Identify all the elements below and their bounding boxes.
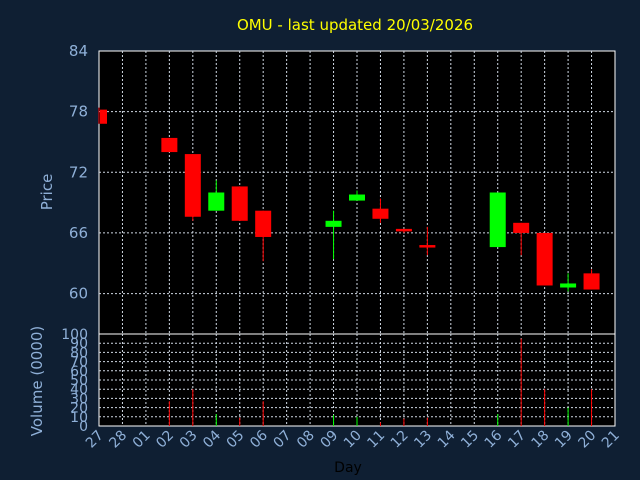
x-tick-label: 11 bbox=[364, 428, 388, 452]
x-tick-label: 15 bbox=[458, 428, 482, 452]
x-tick-label: 07 bbox=[271, 428, 295, 452]
candle-body bbox=[161, 137, 178, 153]
x-tick-label: 16 bbox=[482, 427, 506, 451]
volume-tick-label: 10 bbox=[70, 410, 88, 426]
candle-body bbox=[231, 186, 248, 221]
candle-body bbox=[372, 208, 389, 219]
x-tick-label: 14 bbox=[435, 427, 459, 451]
x-axis-label: Day bbox=[334, 460, 362, 476]
volume-tick-label: 20 bbox=[70, 401, 88, 417]
volume-tick-label: 0 bbox=[79, 419, 88, 435]
volume-tick-label: 40 bbox=[70, 382, 88, 398]
x-tick-label: 12 bbox=[388, 428, 412, 452]
candle-body bbox=[184, 154, 201, 217]
candle-body bbox=[513, 222, 530, 233]
price-panel: 60 66 72 78 84 bbox=[69, 42, 616, 335]
volume-tick-label: 50 bbox=[70, 373, 88, 389]
price-tick-label: 60 bbox=[69, 285, 88, 303]
candle-body bbox=[419, 245, 436, 248]
volume-tick-label: 100 bbox=[61, 327, 88, 343]
x-tick-label: 05 bbox=[224, 428, 248, 452]
x-tick-label: 21 bbox=[599, 428, 623, 452]
price-tick-label: 84 bbox=[69, 42, 88, 60]
candle-body bbox=[100, 109, 107, 124]
price-axis-label: Price bbox=[38, 174, 56, 211]
x-tick-label: 01 bbox=[130, 428, 154, 452]
x-axis: 27 28 01 02 03 04 05 06 07 08 09 10 11 12 13 14 15 16 17 18… bbox=[83, 427, 623, 451]
x-tick-label: 13 bbox=[411, 428, 435, 452]
volume-tick-label: 30 bbox=[70, 391, 88, 407]
x-tick-label: 28 bbox=[106, 428, 130, 452]
x-tick-label: 02 bbox=[153, 428, 177, 452]
x-tick-label: 08 bbox=[294, 428, 318, 452]
volume-tick-label: 70 bbox=[70, 355, 88, 371]
candle-body bbox=[349, 194, 365, 201]
candle-body bbox=[325, 220, 342, 227]
candle-body bbox=[536, 232, 553, 286]
x-tick-label: 17 bbox=[505, 428, 529, 452]
x-tick-label: 19 bbox=[552, 428, 576, 452]
candle-body bbox=[208, 192, 225, 211]
x-tick-label: 20 bbox=[575, 428, 599, 452]
price-tick-label: 72 bbox=[69, 163, 88, 181]
x-tick-label: 04 bbox=[200, 427, 224, 451]
candle-body bbox=[560, 283, 577, 288]
x-tick-label: 18 bbox=[529, 428, 553, 452]
price-tick-label: 66 bbox=[69, 224, 88, 242]
volume-tick-label: 90 bbox=[70, 336, 88, 352]
chart-title: OMU - last updated 20/03/2026 bbox=[237, 16, 473, 34]
volume-tick-label: 80 bbox=[70, 345, 88, 361]
x-tick-label: 03 bbox=[177, 428, 201, 452]
candle-body bbox=[489, 192, 506, 248]
x-tick-label: 10 bbox=[341, 428, 365, 452]
volume-tick-label: 60 bbox=[70, 364, 88, 380]
candle-body bbox=[395, 228, 412, 232]
x-tick-label: 09 bbox=[317, 428, 341, 452]
volume-axis-label: Volume (0000) bbox=[28, 326, 46, 436]
candle-body bbox=[583, 273, 600, 290]
price-tick-label: 78 bbox=[69, 103, 88, 121]
candle-body bbox=[255, 210, 272, 237]
x-tick-label: 06 bbox=[247, 427, 271, 451]
